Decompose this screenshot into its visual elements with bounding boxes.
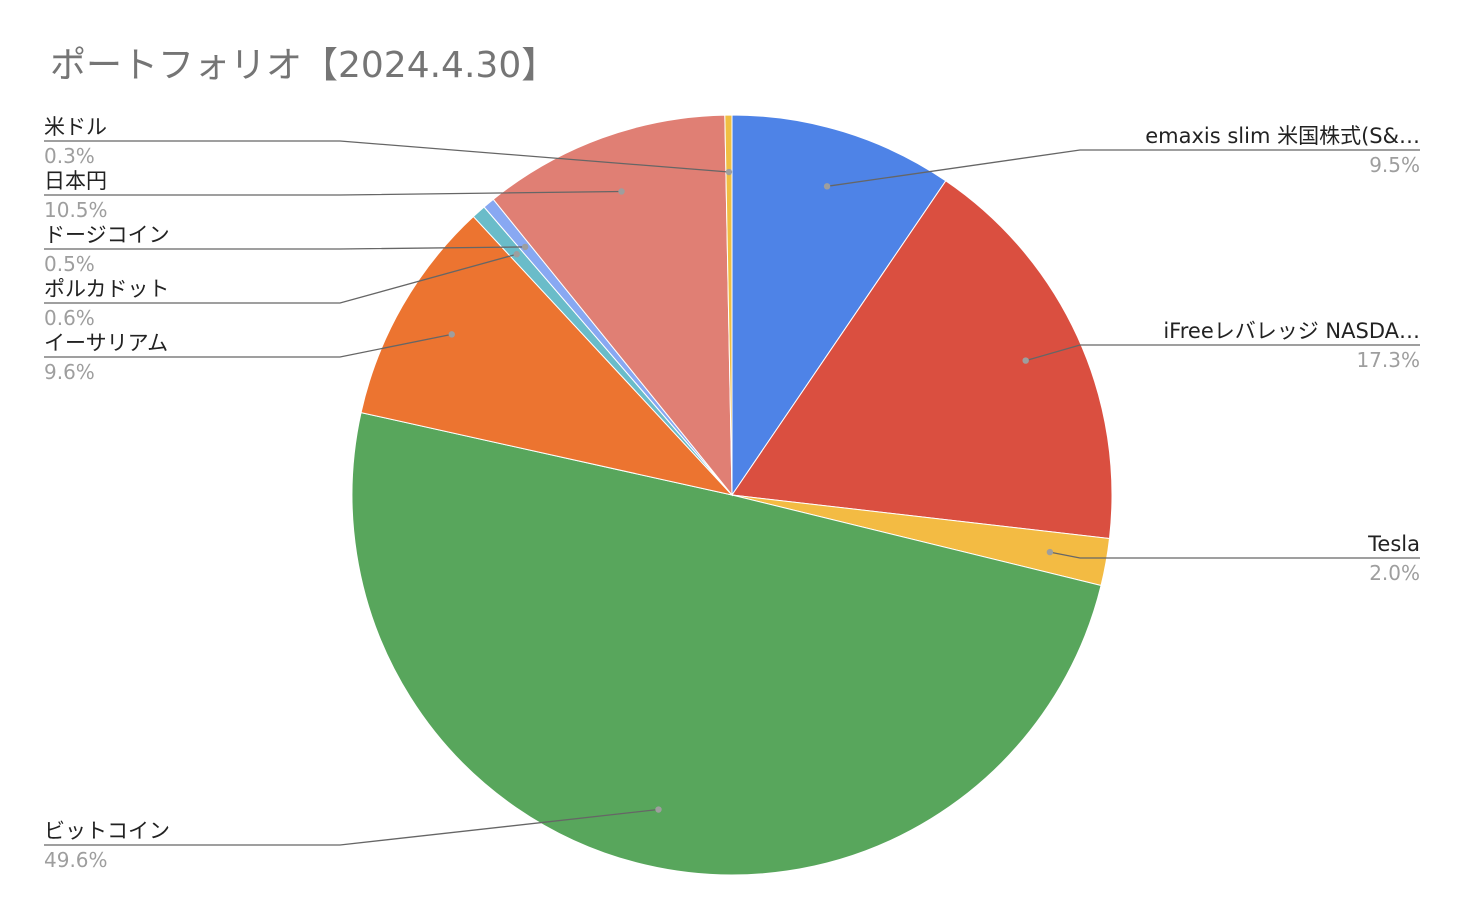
leader-dot-5 <box>513 251 520 258</box>
slice-label-3: ビットコイン <box>44 819 170 843</box>
slice-value-7: 10.5% <box>44 198 108 222</box>
slice-value-1: 17.3% <box>1356 348 1420 372</box>
leader-line-0 <box>826 149 1420 187</box>
leader-dot-7 <box>618 188 625 195</box>
slice-label-5: ポルカドット <box>44 277 169 301</box>
leader-line-5 <box>44 253 517 304</box>
slice-value-0: 9.5% <box>1369 153 1420 177</box>
leader-line-6 <box>44 246 526 250</box>
slice-7[interactable] <box>492 114 733 497</box>
leader-line-2 <box>1049 551 1420 559</box>
slice-value-2: 2.0% <box>1369 561 1420 585</box>
slice-0[interactable] <box>731 114 947 497</box>
slice-value-3: 49.6% <box>44 848 108 872</box>
slice-1[interactable] <box>731 180 1113 540</box>
slice-8[interactable] <box>724 114 733 496</box>
leader-dot-0 <box>823 183 831 190</box>
leader-dot-6 <box>521 243 529 251</box>
slice-label-1: iFreeレバレッジ NASDA… <box>1163 319 1420 343</box>
leader-dot-4 <box>448 331 455 338</box>
leader-dot-3 <box>655 806 662 813</box>
slice-4[interactable] <box>360 215 734 496</box>
pie-slices <box>351 114 1113 876</box>
leader-dot-1 <box>1022 357 1029 364</box>
slice-labels: emaxis slim 米国株式(S&… 9.5% iFreeレバレッジ NASDA… <box>44 115 1420 872</box>
slice-label-6: ドージコイン <box>44 223 170 247</box>
leader-line-3 <box>44 808 659 846</box>
leader-line-8 <box>44 140 730 173</box>
slice-label-2: Tesla <box>1367 532 1420 556</box>
leader-line-1 <box>1025 344 1420 362</box>
slice-label-8: 米ドル <box>44 115 107 139</box>
slice-label-0: emaxis slim 米国株式(S&… <box>1145 124 1420 148</box>
slice-label-4: イーサリアム <box>44 331 168 355</box>
leader-line-4 <box>44 333 452 358</box>
leader-dot-8 <box>725 168 733 176</box>
slice-value-6: 0.5% <box>44 252 95 276</box>
slice-3[interactable] <box>351 412 1102 876</box>
slice-value-5: 0.6% <box>44 306 95 330</box>
leader-lines <box>44 140 1420 846</box>
chart-title: ポートフォリオ【2024.4.30】 <box>50 45 558 86</box>
leader-line-7 <box>44 190 622 196</box>
leader-dot-2 <box>1046 548 1054 556</box>
slice-value-4: 9.6% <box>44 360 95 384</box>
slice-label-7: 日本円 <box>44 169 107 193</box>
slice-value-8: 0.3% <box>44 144 95 168</box>
